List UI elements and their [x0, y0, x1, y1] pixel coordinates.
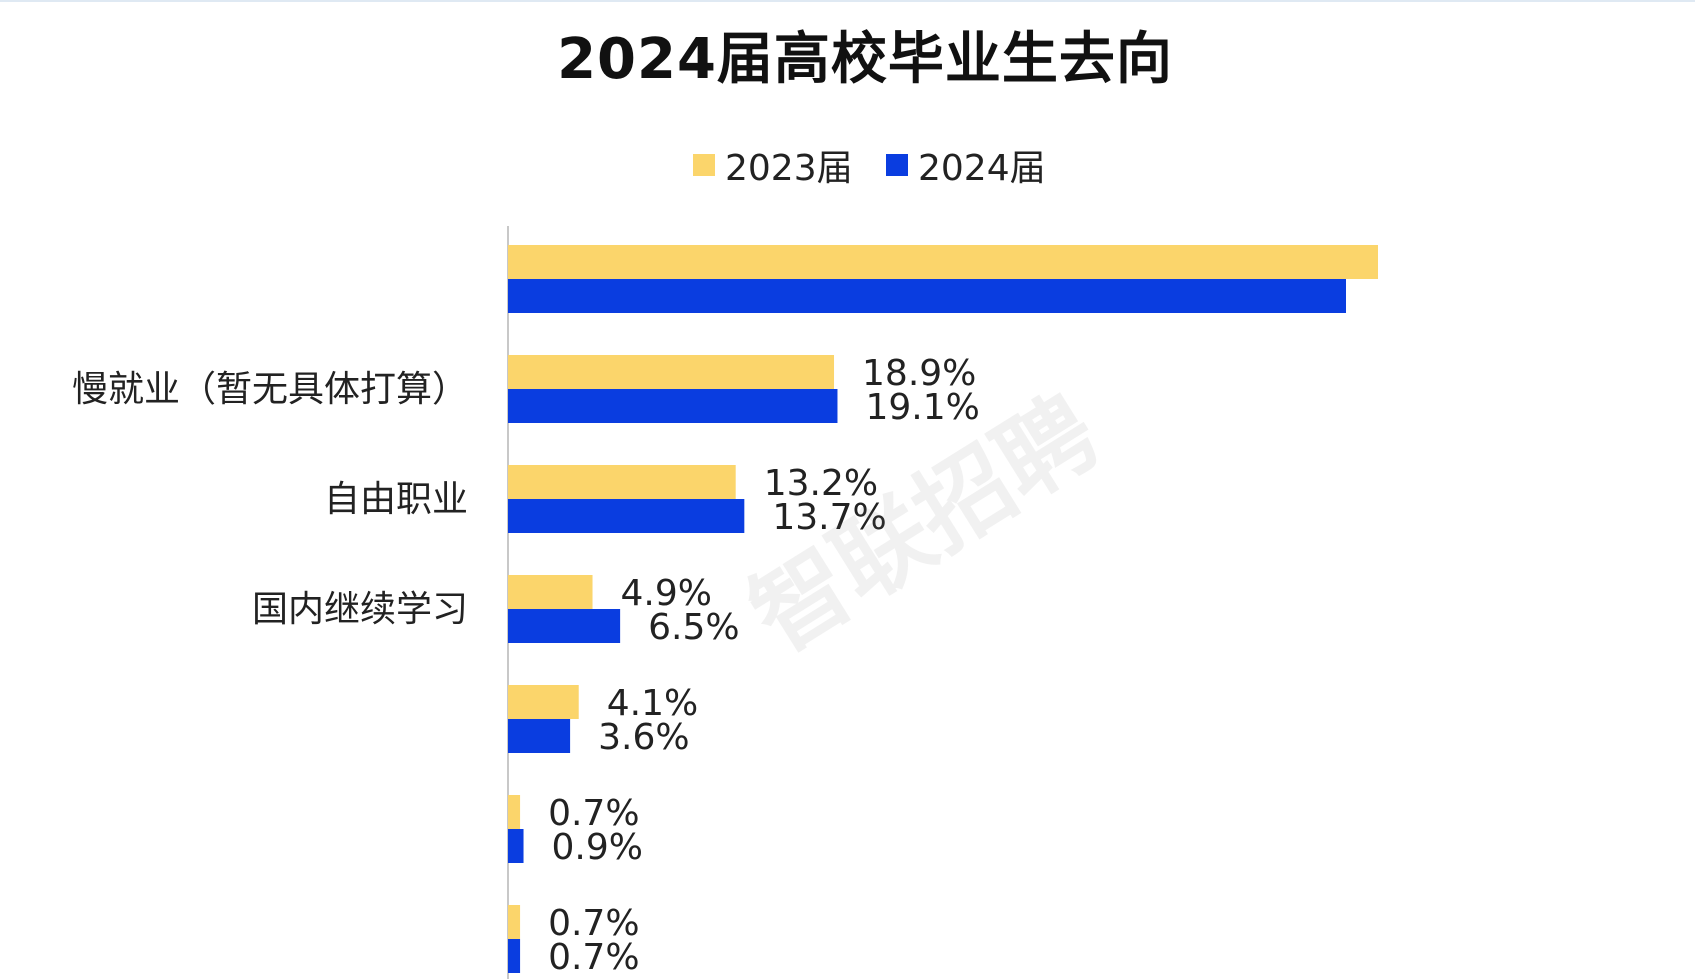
bar-2023-row-3 — [508, 465, 736, 499]
bar-2023-row-5 — [508, 685, 579, 719]
bar-2023-row-4 — [508, 575, 593, 609]
bar-2024-row-7 — [508, 939, 521, 973]
data-label-2023-row-3: 13.2% — [764, 463, 878, 504]
bar-2024-row-5 — [508, 719, 571, 753]
category-label-row-3: 自由职业 — [324, 479, 468, 520]
bar-2024-row-4 — [508, 609, 621, 643]
chart-legend: 2023届 2024届 — [0, 140, 1695, 190]
data-label-2023-row-2: 18.9% — [862, 353, 976, 394]
bar-2023-row-1 — [508, 245, 1378, 279]
data-label-2024-row-3: 13.7% — [772, 497, 886, 538]
chart-title: 2024届高校毕业生去向 — [557, 27, 1173, 92]
bar-2023-row-6 — [508, 795, 521, 829]
legend-item-2023: 2023届 — [693, 140, 853, 190]
data-label-2023-row-4: 4.9% — [621, 573, 712, 614]
data-label-2024-row-7: 0.7% — [548, 937, 639, 978]
legend-swatch-2023 — [693, 154, 715, 176]
bar-2023-row-7 — [508, 905, 521, 939]
category-label-row-4: 国内继续学习 — [252, 589, 468, 630]
data-label-2024-row-4: 6.5% — [648, 607, 739, 648]
data-label-2023-row-7: 0.7% — [548, 903, 639, 944]
data-label-2024-row-2: 19.1% — [865, 387, 979, 428]
data-label-2024-row-5: 3.6% — [598, 717, 689, 758]
category-label-row-2: 慢就业（暂无具体打算） — [72, 369, 468, 410]
legend-label-2024: 2024届 — [918, 148, 1046, 189]
data-label-2024-row-6: 0.9% — [552, 827, 643, 868]
legend-swatch-2024 — [886, 154, 908, 176]
bar-2024-row-6 — [508, 829, 524, 863]
top-divider — [0, 0, 1695, 2]
data-label-2023-row-5: 4.1% — [607, 683, 698, 724]
legend-label-2023: 2023届 — [725, 148, 853, 189]
data-label-2023-row-6: 0.7% — [548, 793, 639, 834]
legend-item-2024: 2024届 — [886, 140, 1046, 190]
bar-2024-row-3 — [508, 499, 745, 533]
bar-2023-row-2 — [508, 355, 835, 389]
bar-2024-row-2 — [508, 389, 838, 423]
bar-2024-row-1 — [508, 279, 1346, 313]
